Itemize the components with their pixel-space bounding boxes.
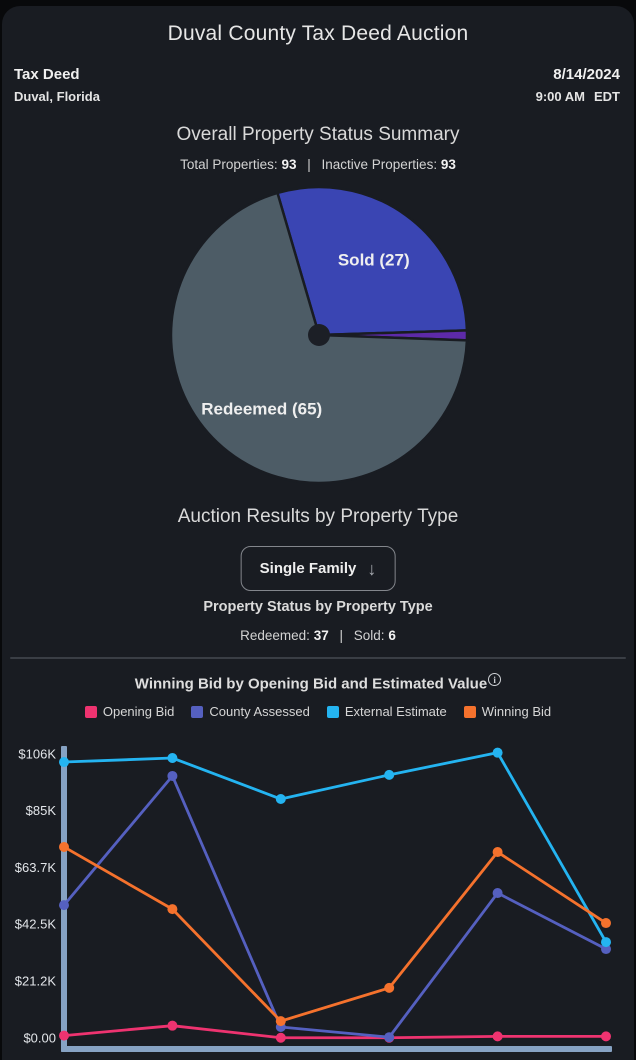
data-point-marker[interactable] xyxy=(384,982,395,993)
inactive-properties-label: Inactive Properties: xyxy=(321,157,438,172)
data-point-marker[interactable] xyxy=(59,841,69,852)
inactive-properties-value: 93 xyxy=(440,157,456,172)
status-pie-chart[interactable]: Sold (27) Redeemed (65) xyxy=(2,176,636,498)
data-point-marker[interactable] xyxy=(275,1016,286,1027)
data-point-marker[interactable] xyxy=(59,900,69,911)
pie-slice-label: Sold (27) xyxy=(338,251,410,270)
stats-separator: | xyxy=(339,628,344,643)
auction-datetime: 8/14/2024 9:00 AM EDT xyxy=(536,66,620,104)
data-point-marker[interactable] xyxy=(492,888,503,899)
total-properties-value: 93 xyxy=(281,157,297,172)
auction-header: Tax Deed Duval, Florida 8/14/2024 9:00 A… xyxy=(14,66,620,104)
legend-label: Opening Bid xyxy=(102,704,175,719)
summary-heading: Overall Property Status Summary xyxy=(176,124,460,145)
data-point-marker[interactable] xyxy=(275,1032,286,1043)
data-point-marker[interactable] xyxy=(275,794,286,805)
chevron-down-icon: ↓ xyxy=(367,558,377,579)
legend-label: County Assessed xyxy=(209,704,310,719)
line-series-opening-bid xyxy=(62,1024,608,1040)
data-point-marker[interactable] xyxy=(167,904,178,915)
legend-item-winning-bid[interactable]: Winning Bid xyxy=(463,704,552,719)
legend-item-external-estimate[interactable]: External Estimate xyxy=(326,704,447,719)
auction-time: 9:00 AM EDT xyxy=(535,89,620,104)
info-icon[interactable]: i xyxy=(488,673,502,686)
by-type-stats: Redeemed: 37 | Sold: 6 xyxy=(2,628,634,643)
sold-value: 6 xyxy=(388,628,396,643)
line-series-county-assessed xyxy=(62,774,608,1039)
bid-chart-title: Winning Bid by Opening Bid and Estimated… xyxy=(2,673,634,693)
by-type-heading: Auction Results by Property Type xyxy=(177,506,459,527)
page-title: Duval County Tax Deed Auction xyxy=(167,22,469,45)
y-axis-tick-label: $106K xyxy=(18,747,56,762)
data-point-marker[interactable] xyxy=(384,1032,395,1043)
auction-info: Tax Deed Duval, Florida xyxy=(14,66,100,104)
auction-timezone: EDT xyxy=(594,89,620,104)
total-properties-label: Total Properties: xyxy=(180,157,278,172)
property-type-dropdown-value: Single Family xyxy=(259,560,357,577)
legend-item-opening-bid[interactable]: Opening Bid xyxy=(84,704,175,719)
legend-label: External Estimate xyxy=(344,704,447,719)
legend-swatch xyxy=(326,705,339,718)
section-divider xyxy=(10,657,626,659)
sold-label: Sold: xyxy=(353,628,385,643)
bid-line-chart[interactable]: $0.00 $21.2K $42.5K $63.7K $85K $106K xyxy=(2,724,636,1060)
data-point-marker[interactable] xyxy=(492,747,503,758)
bid-chart-legend: Opening Bid County Assessed External Estim… xyxy=(2,704,634,719)
auction-date: 8/14/2024 xyxy=(553,66,620,83)
pie-slice-label: Redeemed (65) xyxy=(201,400,322,419)
data-point-marker[interactable] xyxy=(492,1031,503,1042)
y-axis-tick-label: $0.00 xyxy=(23,1031,56,1046)
pie-slice[interactable] xyxy=(275,185,469,337)
legend-swatch xyxy=(191,705,204,718)
data-point-marker[interactable] xyxy=(492,847,503,858)
line-series-external-estimate xyxy=(62,751,608,944)
auction-type: Tax Deed xyxy=(14,66,80,83)
data-point-marker[interactable] xyxy=(601,944,611,955)
stats-separator: | xyxy=(307,157,311,172)
legend-swatch xyxy=(463,705,476,718)
data-point-marker[interactable] xyxy=(167,770,178,781)
report-card: Duval County Tax Deed Auction Tax Deed D… xyxy=(2,6,634,1060)
summary-stats: Total Properties: 93 | Inactive Properti… xyxy=(2,157,634,172)
line-series-winning-bid xyxy=(62,845,608,1023)
y-axis-tick-label: $63.7K xyxy=(15,860,57,875)
legend-swatch xyxy=(84,705,97,718)
legend-item-county-assessed[interactable]: County Assessed xyxy=(191,704,310,719)
data-point-marker[interactable] xyxy=(601,937,611,948)
data-point-marker[interactable] xyxy=(384,769,395,780)
data-point-marker[interactable] xyxy=(601,1031,611,1042)
y-axis-tick-label: $85K xyxy=(26,803,57,818)
y-axis-tick-label: $42.5K xyxy=(15,917,57,932)
redeemed-value: 37 xyxy=(313,628,329,643)
pie-center-dot xyxy=(308,324,330,346)
data-point-marker[interactable] xyxy=(59,1030,69,1041)
y-axis-tick-label: $21.2K xyxy=(15,974,57,989)
x-axis-line xyxy=(61,1046,612,1052)
auction-location: Duval, Florida xyxy=(14,89,100,104)
data-point-marker[interactable] xyxy=(59,757,69,768)
data-point-marker[interactable] xyxy=(601,918,611,929)
data-point-marker[interactable] xyxy=(167,1020,178,1031)
y-axis-line xyxy=(61,746,67,1052)
property-type-dropdown[interactable]: Single Family ↓ xyxy=(240,546,396,591)
data-point-marker[interactable] xyxy=(167,753,178,764)
by-type-sub-heading: Property Status by Property Type xyxy=(203,599,433,615)
redeemed-label: Redeemed: xyxy=(240,628,310,643)
legend-label: Winning Bid xyxy=(481,704,552,719)
